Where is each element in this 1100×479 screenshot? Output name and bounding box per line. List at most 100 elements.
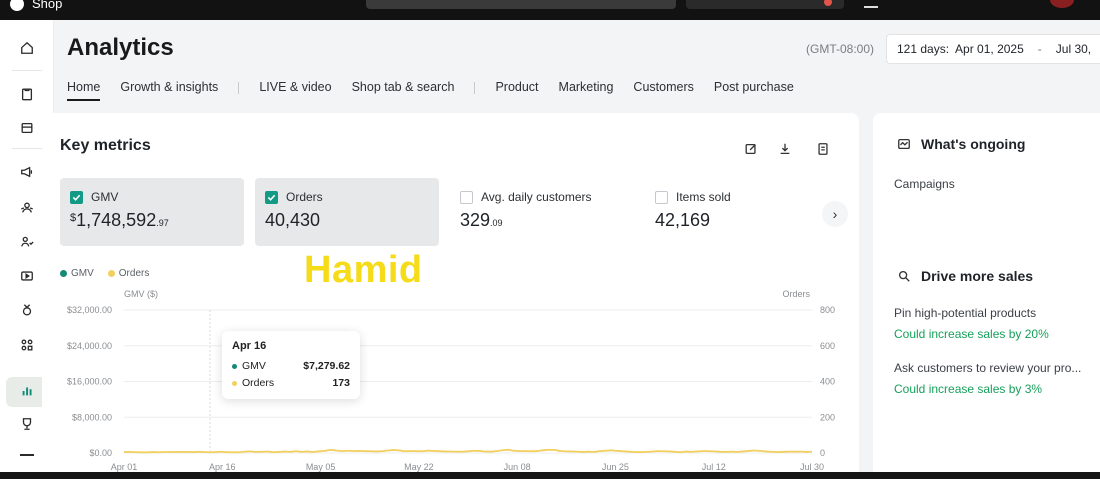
notification-dot-icon — [824, 0, 832, 6]
pulse-icon — [898, 138, 910, 150]
avatar[interactable] — [1050, 0, 1074, 8]
tab-live-video[interactable]: LIVE & video — [259, 80, 332, 94]
y-tick-label: $32,000.00 — [67, 305, 112, 315]
tooltip-orders-value: 173 — [332, 377, 350, 389]
key-metrics-title: Key metrics — [60, 137, 151, 154]
metric-items-sold[interactable]: Items sold 42,169 — [645, 178, 829, 246]
tab-product[interactable]: Product — [495, 80, 539, 94]
metric-label: Items sold — [676, 190, 731, 204]
metric-value: 329.09 — [460, 210, 503, 230]
checkbox-icon[interactable] — [655, 190, 668, 204]
megaphone-icon[interactable] — [15, 162, 39, 182]
legend-item-orders[interactable]: Orders — [107, 268, 149, 279]
users-icon[interactable] — [15, 232, 39, 252]
bell-icon[interactable] — [864, 0, 878, 8]
date-range-prefix: 121 days: — [897, 42, 950, 56]
date-range-start: Apr 01, 2025 — [955, 42, 1024, 56]
series-line-orders — [123, 448, 813, 454]
x-tick-label: Jul 12 — [702, 462, 726, 472]
y-axis-title: GMV ($) — [124, 289, 158, 299]
y2-tick-label: 800 — [820, 305, 835, 315]
top-bar: Shop — [0, 0, 1100, 20]
tab-separator — [474, 82, 476, 94]
more-icon[interactable] — [20, 454, 34, 456]
legend-item-gmv[interactable]: GMV — [60, 268, 94, 279]
tip-pin-products[interactable]: Pin high-potential products — [894, 306, 1037, 320]
global-search-input[interactable] — [366, 0, 676, 9]
chart-tooltip: Apr 16 GMV $7,279.62 Orders 173 — [222, 331, 360, 399]
whats-ongoing-header: What's ongoing — [897, 136, 1025, 152]
clipboard-icon[interactable] — [15, 84, 39, 104]
metric-label: Orders — [286, 190, 323, 204]
tooltip-gmv-label: GMV — [242, 360, 266, 372]
tooltip-orders-label: Orders — [242, 377, 275, 389]
gmv-dot-icon — [232, 363, 237, 369]
home-icon[interactable] — [15, 38, 39, 58]
tab-home[interactable]: Home — [67, 80, 101, 101]
brand-name: Shop — [32, 0, 63, 11]
orders-dot-icon — [232, 380, 237, 386]
y-tick-label: $24,000.00 — [67, 341, 112, 351]
legend-dot-icon — [60, 270, 67, 277]
checkbox-checked-icon[interactable] — [70, 190, 83, 204]
tip-ask-reviews-hint: Could increase sales by 3% — [894, 382, 1043, 396]
chevron-right-icon[interactable]: › — [822, 201, 848, 227]
tooltip-gmv-value: $7,279.62 — [303, 360, 350, 372]
download-icon[interactable] — [778, 142, 792, 156]
medal-icon[interactable] — [15, 300, 39, 320]
wallet-icon[interactable] — [15, 118, 39, 138]
drive-more-sales-header: Drive more sales — [897, 268, 1033, 284]
timezone-label: (GMT-08:00) — [806, 42, 875, 56]
tab-shop-tab-search[interactable]: Shop tab & search — [351, 80, 455, 94]
gmv-orders-chart[interactable]: GMV ($) Orders $0.00 $8,000.00 $16,000.00 $24… — [42, 283, 859, 479]
tab-post-purchase[interactable]: Post purchase — [713, 80, 794, 94]
date-range-separator: - — [1037, 42, 1042, 56]
campaigns-link[interactable]: Campaigns — [894, 177, 955, 191]
x-tick-label: Apr 16 — [209, 462, 236, 472]
metric-value: $1,748,592.97 — [70, 210, 169, 230]
report-icon[interactable] — [816, 142, 830, 156]
tip-pin-products-hint: Could increase sales by 20% — [894, 327, 1049, 341]
x-tick-label: May 05 — [306, 462, 336, 472]
y-tick-label: $8,000.00 — [72, 412, 112, 422]
tab-bar: Home Growth & insights LIVE & video Shop… — [67, 80, 814, 104]
tip-ask-reviews[interactable]: Ask customers to review your pro... — [894, 361, 1082, 375]
y2-tick-label: 600 — [820, 341, 835, 351]
metric-label: Avg. daily customers — [481, 190, 592, 204]
tab-separator — [238, 82, 240, 94]
x-tick-label: Apr 01 — [111, 462, 138, 472]
affiliate-icon[interactable] — [15, 198, 39, 218]
metric-label: GMV — [91, 190, 119, 204]
trophy-icon[interactable] — [15, 414, 39, 434]
x-tick-label: Jul 30 — [800, 462, 824, 472]
tab-growth-insights[interactable]: Growth & insights — [120, 80, 219, 94]
y2-tick-label: 0 — [820, 448, 825, 458]
metric-orders[interactable]: Orders 40,430 — [255, 178, 439, 246]
insights-panel: What's ongoing Campaigns Drive more sale… — [873, 113, 1100, 479]
x-tick-label: Jun 25 — [602, 462, 629, 472]
edit-icon[interactable] — [744, 142, 758, 156]
key-metrics-card: Key metrics GMV $1,748,592.97 Orders 40,… — [42, 113, 859, 479]
watermark-text: Hamid — [304, 249, 423, 291]
checkbox-icon[interactable] — [460, 190, 473, 204]
page-title: Analytics — [67, 34, 174, 61]
date-range-picker[interactable]: 121 days: Apr 01, 2025 - Jul 30, — [886, 34, 1100, 64]
y-tick-label: $16,000.00 — [67, 377, 112, 387]
sidebar-divider — [12, 148, 42, 149]
tab-customers[interactable]: Customers — [633, 80, 694, 94]
metric-value: 40,430 — [265, 210, 321, 230]
search-icon — [898, 270, 910, 282]
brand[interactable]: Shop — [10, 0, 62, 11]
checkbox-checked-icon[interactable] — [265, 190, 278, 204]
tooltip-date: Apr 16 — [232, 340, 267, 352]
x-tick-label: Jun 08 — [504, 462, 531, 472]
apps-icon[interactable] — [15, 335, 39, 355]
video-icon[interactable] — [15, 266, 39, 286]
analytics-icon[interactable] — [15, 381, 39, 401]
y2-axis-title: Orders — [782, 289, 810, 299]
legend-dot-icon — [107, 270, 115, 277]
metric-gmv[interactable]: GMV $1,748,592.97 — [60, 178, 244, 246]
account-switcher[interactable] — [686, 0, 844, 9]
metric-avg-daily-customers[interactable]: Avg. daily customers 329.09 — [450, 178, 634, 246]
tab-marketing[interactable]: Marketing — [558, 80, 614, 94]
